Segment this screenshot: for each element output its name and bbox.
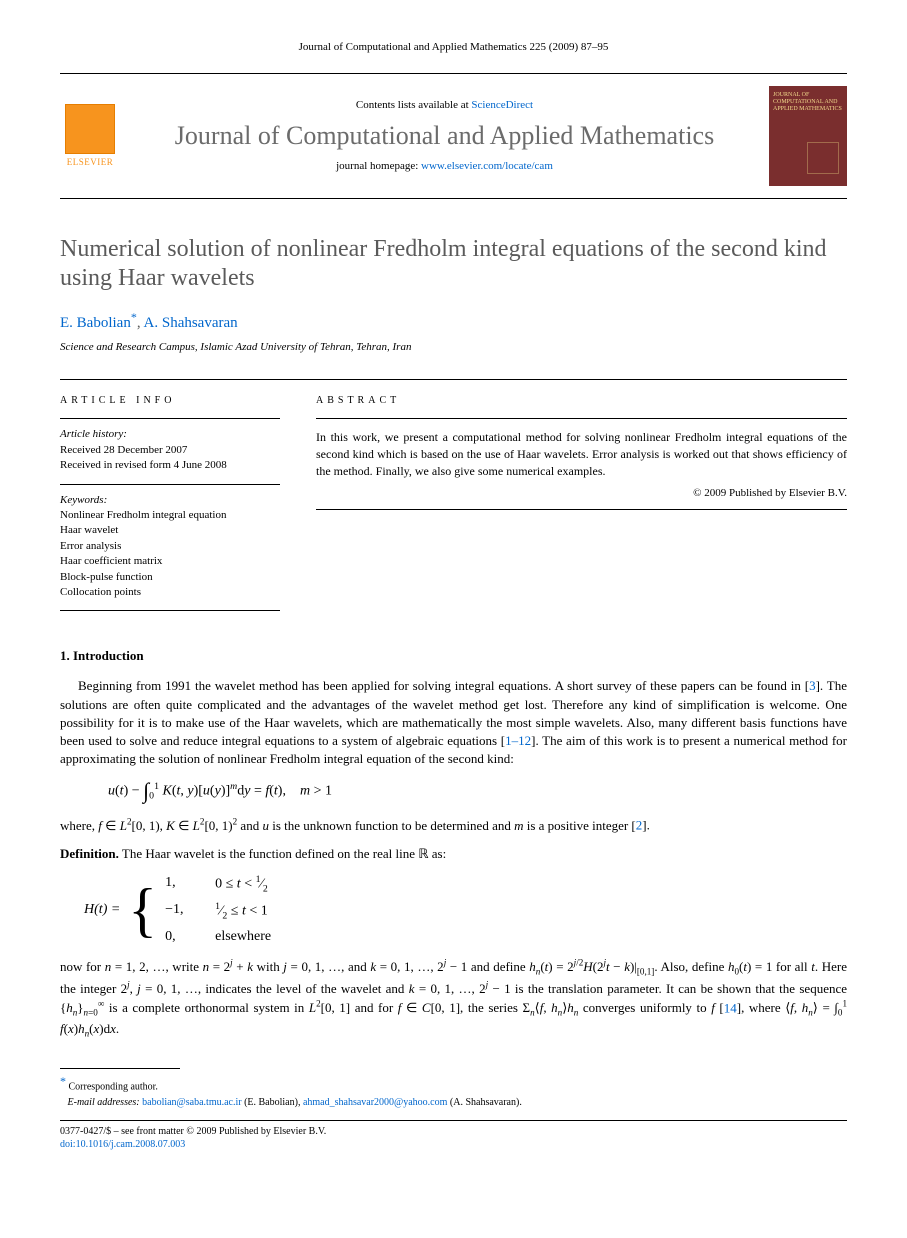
article-title: Numerical solution of nonlinear Fredholm…	[60, 235, 847, 293]
piecewise-rows: 1, 0 ≤ t < 1⁄2 −1, 1⁄2 ≤ t < 1 0, elsewh…	[165, 873, 271, 947]
footnote-star-icon: *	[60, 1074, 66, 1088]
contents-prefix: Contents lists available at	[356, 99, 471, 111]
article-history-block: Article history: Received 28 December 20…	[60, 427, 280, 473]
intro-p2b: ].	[642, 818, 650, 833]
equation-1: u(t) − ∫01 K(t, y)[u(y)]mdy = f(t), m > …	[108, 776, 847, 807]
section-1-heading: 1. Introduction	[60, 647, 847, 665]
intro-p1a: Beginning from 1991 the wavelet method h…	[78, 678, 809, 693]
intro-para-3: now for n = 1, 2, …, write n = 2j + k wi…	[60, 957, 847, 1040]
corresponding-footnote: * Corresponding author.	[60, 1073, 847, 1094]
email-footnote: E-mail addresses: babolian@saba.tmu.ac.i…	[60, 1096, 847, 1110]
piecewise-definition: H(t) = { 1, 0 ≤ t < 1⁄2 −1, 1⁄2 ≤ t < 1 …	[84, 873, 847, 947]
info-rule-2	[60, 484, 280, 485]
issn-line: 0377-0427/$ – see front matter © 2009 Pu…	[60, 1125, 847, 1138]
pw-val-3: 0,	[165, 927, 199, 947]
corresp-text: Corresponding author.	[69, 1081, 158, 1092]
history-label: Article history:	[60, 427, 280, 442]
elsevier-tree-icon	[65, 104, 115, 154]
definition-line: Definition. The Haar wavelet is the func…	[60, 845, 847, 863]
piecewise-row-1: 1, 0 ≤ t < 1⁄2	[165, 873, 271, 896]
intro-para-1: Beginning from 1991 the wavelet method h…	[60, 677, 847, 768]
keyword-6: Collocation points	[60, 585, 280, 600]
keyword-1: Nonlinear Fredholm integral equation	[60, 508, 280, 523]
journal-name: Journal of Computational and Applied Mat…	[136, 121, 753, 151]
abstract-rule-top	[316, 418, 847, 419]
info-abstract-row: ARTICLE INFO Article history: Received 2…	[60, 379, 847, 619]
bottom-rule	[60, 1120, 847, 1121]
homepage-link[interactable]: www.elsevier.com/locate/cam	[421, 160, 553, 172]
info-rule-3	[60, 610, 280, 611]
info-rule-1	[60, 418, 280, 419]
piecewise-row-2: −1, 1⁄2 ≤ t < 1	[165, 900, 271, 923]
author-1-link[interactable]: E. Babolian	[60, 315, 131, 331]
running-header: Journal of Computational and Applied Mat…	[60, 40, 847, 55]
abstract-rule-bottom	[316, 509, 847, 510]
doi-line: doi:10.1016/j.cam.2008.07.003	[60, 1138, 847, 1151]
revised-date: Received in revised form 4 June 2008	[60, 458, 280, 473]
abstract-heading: ABSTRACT	[316, 394, 847, 408]
keyword-4: Haar coefficient matrix	[60, 554, 280, 569]
ref-link-1-12[interactable]: 1–12	[505, 733, 531, 748]
homepage-line: journal homepage: www.elsevier.com/locat…	[136, 159, 753, 174]
ref-link-14[interactable]: 14	[724, 1000, 737, 1015]
pw-cond-3: elsewhere	[215, 927, 271, 947]
email-2-name: (A. Shahsavaran).	[447, 1097, 521, 1108]
pw-cond-2: 1⁄2 ≤ t < 1	[215, 900, 268, 923]
definition-label: Definition.	[60, 846, 119, 861]
masthead: ELSEVIER Contents lists available at Sci…	[60, 73, 847, 199]
piecewise-lhs: H(t) =	[84, 900, 120, 920]
elsevier-logo: ELSEVIER	[60, 101, 120, 171]
author-2-link[interactable]: A. Shahsavaran	[144, 315, 238, 331]
corresponding-star-icon: *	[131, 310, 137, 324]
abstract-copyright: © 2009 Published by Elsevier B.V.	[316, 486, 847, 501]
left-brace-icon: {	[128, 892, 157, 928]
email-1-link[interactable]: babolian@saba.tmu.ac.ir	[142, 1097, 241, 1108]
keywords-label: Keywords:	[60, 493, 280, 508]
cover-thumb-title: JOURNAL OF COMPUTATIONAL AND APPLIED MAT…	[773, 92, 843, 112]
definition-text: The Haar wavelet is the function defined…	[119, 846, 446, 861]
article-info-heading: ARTICLE INFO	[60, 394, 280, 408]
pw-cond-1: 0 ≤ t < 1⁄2	[215, 873, 268, 896]
contents-available-line: Contents lists available at ScienceDirec…	[136, 98, 753, 113]
abstract-text: In this work, we present a computational…	[316, 429, 847, 479]
email-2-link[interactable]: ahmad_shahsavar2000@yahoo.com	[303, 1097, 447, 1108]
affiliation: Science and Research Campus, Islamic Aza…	[60, 340, 847, 355]
keywords-block: Keywords: Nonlinear Fredholm integral eq…	[60, 493, 280, 601]
sciencedirect-link[interactable]: ScienceDirect	[471, 99, 533, 111]
intro-para-2: where, f ∈ L2[0, 1), K ∈ L2[0, 1)2 and u…	[60, 815, 847, 835]
email-1-name: (E. Babolian),	[242, 1097, 303, 1108]
piecewise-row-3: 0, elsewhere	[165, 927, 271, 947]
abstract-column: ABSTRACT In this work, we present a comp…	[316, 394, 847, 619]
elsevier-label: ELSEVIER	[67, 156, 114, 169]
pw-val-2: −1,	[165, 900, 199, 923]
footnote-rule	[60, 1068, 180, 1069]
copyright-footer: 0377-0427/$ – see front matter © 2009 Pu…	[60, 1125, 847, 1151]
article-info-column: ARTICLE INFO Article history: Received 2…	[60, 394, 280, 619]
authors-line: E. Babolian*, A. Shahsavaran	[60, 309, 847, 334]
keyword-2: Haar wavelet	[60, 523, 280, 538]
keyword-3: Error analysis	[60, 539, 280, 554]
pw-val-1: 1,	[165, 873, 199, 896]
keyword-5: Block-pulse function	[60, 570, 280, 585]
email-label: E-mail addresses:	[68, 1097, 140, 1108]
homepage-prefix: journal homepage:	[336, 160, 421, 172]
intro-p2a: where, f ∈ L2[0, 1), K ∈ L2[0, 1)2 and u…	[60, 818, 636, 833]
doi-label-link[interactable]: doi:	[60, 1139, 76, 1150]
journal-cover-thumbnail: JOURNAL OF COMPUTATIONAL AND APPLIED MAT…	[769, 86, 847, 186]
masthead-center: Contents lists available at ScienceDirec…	[136, 98, 753, 175]
cover-thumb-graphic-icon	[807, 142, 839, 174]
doi-link[interactable]: 10.1016/j.cam.2008.07.003	[76, 1139, 186, 1150]
received-date: Received 28 December 2007	[60, 443, 280, 458]
